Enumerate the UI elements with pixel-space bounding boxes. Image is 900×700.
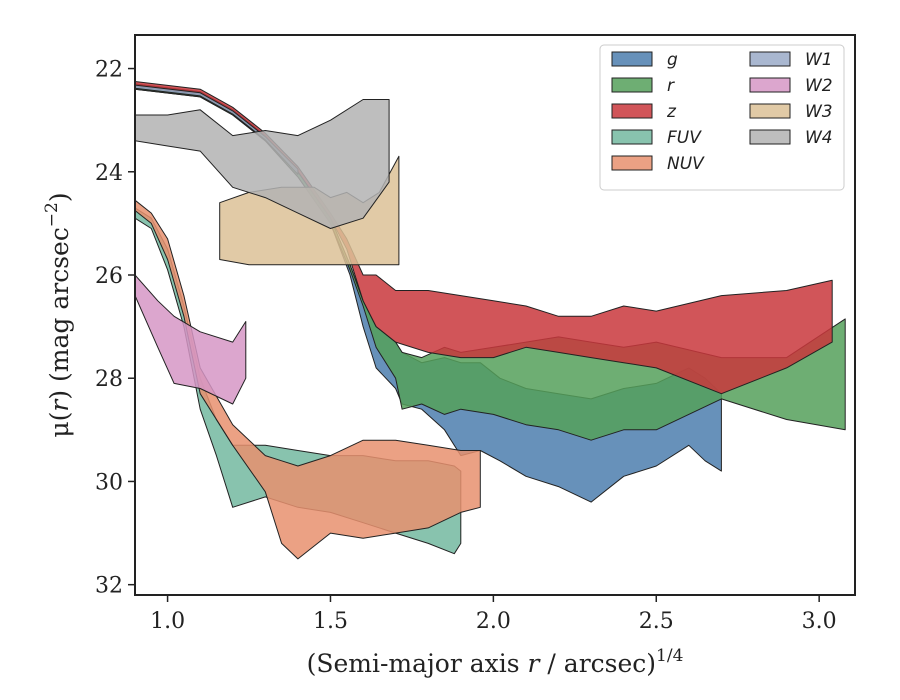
legend-swatch-w4	[749, 129, 791, 145]
legend-label-r: r	[667, 76, 675, 96]
y-tick-label: 26	[95, 264, 123, 289]
legend-swatch-w3	[749, 103, 791, 119]
plot-frame	[134, 34, 856, 596]
legend-label-w3: W3	[805, 102, 833, 122]
legend-swatch-r	[611, 77, 653, 93]
x-tick-label: 3.0	[802, 609, 837, 634]
legend-label-g: g	[667, 50, 678, 70]
legend-swatch-w1	[749, 51, 791, 67]
y-axis-title-post: ) (mag arcsec	[45, 227, 74, 400]
legend-label-w1: W1	[805, 50, 833, 70]
series-band-w4	[135, 99, 390, 229]
y-axis-title-exp: −2	[42, 202, 62, 227]
x-axis-title-exp: 1/4	[656, 646, 683, 666]
x-tick-label: 2.5	[639, 609, 674, 634]
x-axis-title-var: r	[528, 649, 542, 678]
series-layer	[135, 81, 846, 560]
legend-label-w4: W4	[805, 128, 833, 148]
y-tick-label: 28	[95, 367, 123, 392]
legend-swatch-fuv	[611, 129, 653, 145]
y-tick-label: 24	[95, 161, 123, 186]
x-axis-title: (Semi-major axis r / arcsec)1/4	[307, 646, 684, 678]
y-tick-label: 30	[95, 470, 123, 495]
legend-label-nuv: NUV	[667, 154, 705, 174]
y-axis-title: μ(r) (mag arcsec−2)	[42, 192, 74, 437]
x-tick-label: 1.0	[150, 609, 185, 634]
legend-label-z: z	[666, 102, 677, 122]
legend-label-w2: W2	[805, 76, 833, 96]
x-tick-label: 2.0	[476, 609, 511, 634]
legend: grz FUV NUV W1 W2 W3 W4	[599, 44, 845, 191]
legend-swatch-w2	[749, 77, 791, 93]
y-axis-title-close: )	[45, 192, 74, 202]
legend-items: grz FUV NUV W1 W2 W3 W4	[611, 50, 833, 174]
y-tick-label: 22	[95, 58, 123, 83]
x-axis-title-post: / arcsec)	[539, 649, 656, 678]
legend-swatch-nuv	[611, 155, 653, 171]
y-axis-title-var: r	[45, 398, 74, 412]
series-band-nuv	[135, 199, 481, 560]
y-tick-label: 32	[95, 574, 123, 599]
legend-swatch-z	[611, 103, 653, 119]
ticks-layer: 1.0 1.5 2.0 2.5 3.0 22 24 26 28 30 32	[95, 58, 837, 634]
y-axis-title-mu: μ(	[45, 412, 74, 438]
x-axis-title-pre: (Semi-major axis	[307, 649, 528, 678]
series-band-w2	[135, 274, 247, 405]
legend-swatch-g	[611, 51, 653, 67]
x-tick-label: 1.5	[313, 609, 348, 634]
legend-label-fuv: FUV	[667, 128, 702, 148]
